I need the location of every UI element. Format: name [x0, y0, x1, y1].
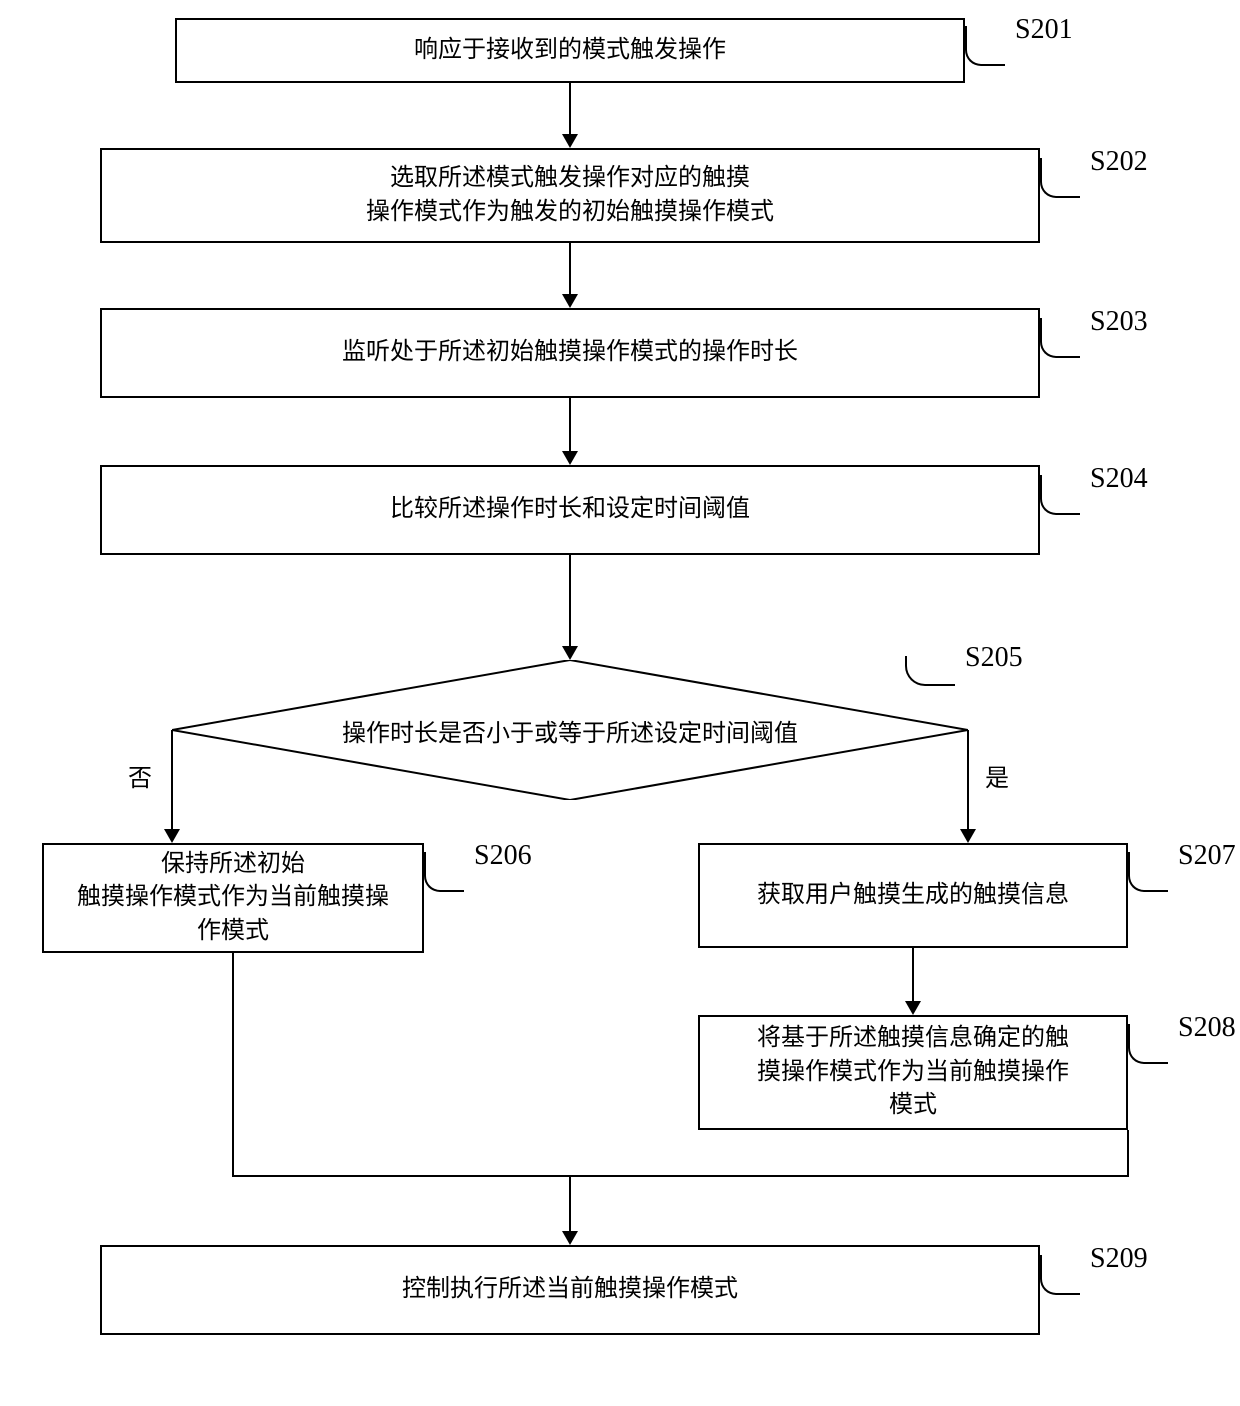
label-curve-s202: [1040, 158, 1080, 198]
edge-join-down: [569, 1175, 571, 1231]
label-s205: S205: [965, 642, 1023, 674]
label-curve-s207: [1128, 852, 1168, 892]
node-s206: 保持所述初始 触摸操作模式作为当前触摸操 作模式: [42, 843, 424, 953]
edge-s206-down: [232, 953, 234, 1175]
edge-join-h: [232, 1175, 1129, 1177]
arrow-s205-s206: [164, 829, 180, 843]
label-s202: S202: [1090, 146, 1148, 178]
label-s207: S207: [1178, 840, 1236, 872]
arrow-s207-s208: [905, 1001, 921, 1015]
arrow-s202-s203: [562, 294, 578, 308]
node-s201: 响应于接收到的模式触发操作: [175, 18, 965, 83]
node-s209-text: 控制执行所述当前触摸操作模式: [402, 1273, 738, 1307]
node-s202: 选取所述模式触发操作对应的触摸 操作模式作为触发的初始触摸操作模式: [100, 148, 1040, 243]
arrow-s203-s204: [562, 451, 578, 465]
node-s205-text: 操作时长是否小于或等于所述设定时间阈值: [172, 713, 968, 748]
node-s209: 控制执行所述当前触摸操作模式: [100, 1245, 1040, 1335]
edge-s203-s204: [569, 398, 571, 451]
node-s208-text: 将基于所述触摸信息确定的触 摸操作模式作为当前触摸操作 模式: [757, 1022, 1069, 1123]
node-s204: 比较所述操作时长和设定时间阈值: [100, 465, 1040, 555]
node-s204-text: 比较所述操作时长和设定时间阈值: [390, 493, 750, 527]
node-s206-text: 保持所述初始 触摸操作模式作为当前触摸操 作模式: [77, 848, 389, 949]
label-curve-s205: [905, 656, 955, 686]
label-s208: S208: [1178, 1012, 1236, 1044]
node-s208: 将基于所述触摸信息确定的触 摸操作模式作为当前触摸操作 模式: [698, 1015, 1128, 1130]
node-s207-text: 获取用户触摸生成的触摸信息: [757, 879, 1069, 913]
edge-s201-s202: [569, 83, 571, 134]
label-s203: S203: [1090, 306, 1148, 338]
label-curve-s203: [1040, 318, 1080, 358]
node-s202-text: 选取所述模式触发操作对应的触摸 操作模式作为触发的初始触摸操作模式: [366, 162, 774, 229]
label-curve-s204: [1040, 475, 1080, 515]
node-s203-text: 监听处于所述初始触摸操作模式的操作时长: [342, 336, 798, 370]
label-curve-s209: [1040, 1255, 1080, 1295]
node-s207: 获取用户触摸生成的触摸信息: [698, 843, 1128, 948]
label-s204: S204: [1090, 463, 1148, 495]
edge-s207-s208: [912, 948, 914, 1001]
arrow-s201-s202: [562, 134, 578, 148]
arrow-s204-s205: [562, 646, 578, 660]
arrow-join-s209: [562, 1231, 578, 1245]
label-s206: S206: [474, 840, 532, 872]
branch-label-yes: 是: [985, 758, 1009, 793]
label-s209: S209: [1090, 1243, 1148, 1275]
edge-s208-down: [1127, 1130, 1129, 1177]
node-s201-text: 响应于接收到的模式触发操作: [414, 34, 726, 68]
node-s205: 操作时长是否小于或等于所述设定时间阈值: [172, 660, 968, 800]
flowchart-container: 响应于接收到的模式触发操作 S201 选取所述模式触发操作对应的触摸 操作模式作…: [0, 0, 1240, 1406]
edge-s202-s203: [569, 243, 571, 294]
edge-s204-s205: [569, 555, 571, 646]
label-curve-s206: [424, 852, 464, 892]
node-s203: 监听处于所述初始触摸操作模式的操作时长: [100, 308, 1040, 398]
label-curve-s208: [1128, 1024, 1168, 1064]
label-s201: S201: [1015, 14, 1073, 46]
arrow-s205-s207: [960, 829, 976, 843]
branch-label-no: 否: [128, 758, 152, 793]
label-curve-s201: [965, 26, 1005, 66]
